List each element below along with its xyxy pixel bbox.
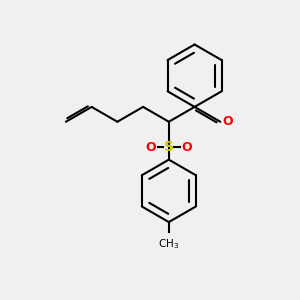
Text: S: S xyxy=(164,140,174,154)
Text: O: O xyxy=(146,140,156,154)
Text: O: O xyxy=(182,140,192,154)
Text: CH$_3$: CH$_3$ xyxy=(158,237,179,251)
Text: O: O xyxy=(223,115,233,128)
